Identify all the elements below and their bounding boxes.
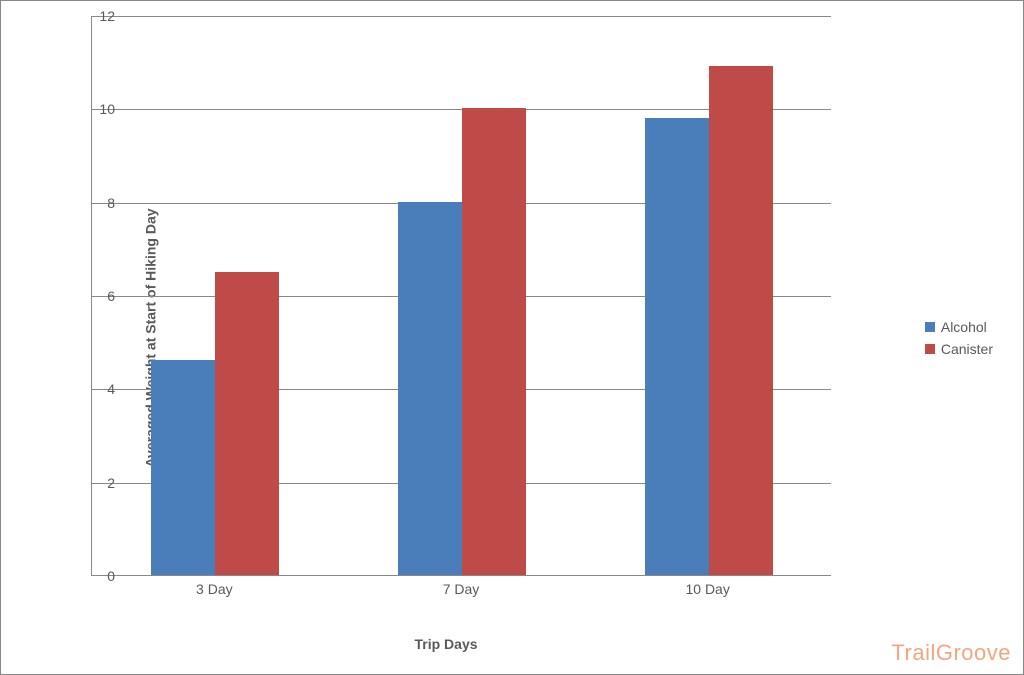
plot-wrapper: 0246810123 Day7 Day10 Day	[61, 16, 831, 606]
y-tick-label: 6	[85, 288, 115, 304]
bar	[462, 108, 526, 575]
bar	[645, 118, 709, 575]
chart-container: Averaged Weight at Start of Hiking Day 0…	[0, 0, 1024, 675]
legend-swatch	[925, 322, 935, 332]
legend-item: Alcohol	[925, 319, 993, 335]
legend-swatch	[925, 344, 935, 354]
legend-label: Canister	[941, 341, 993, 357]
legend: Alcohol Canister	[925, 313, 993, 363]
legend-label: Alcohol	[941, 319, 987, 335]
watermark-text: TrailGroove	[891, 640, 1011, 666]
legend-item: Canister	[925, 341, 993, 357]
x-tick-label: 7 Day	[443, 581, 480, 597]
x-tick-label: 10 Day	[685, 581, 729, 597]
y-tick-label: 10	[85, 101, 115, 117]
y-tick-label: 8	[85, 195, 115, 211]
gridline	[92, 16, 831, 17]
y-tick-label: 2	[85, 475, 115, 491]
plot-area	[91, 16, 831, 576]
y-tick-label: 12	[85, 8, 115, 24]
bar	[398, 202, 462, 575]
bar	[215, 272, 279, 575]
bar	[709, 66, 773, 575]
x-axis-title: Trip Days	[61, 636, 831, 652]
y-tick-label: 4	[85, 381, 115, 397]
x-tick-label: 3 Day	[196, 581, 233, 597]
y-tick-label: 0	[85, 568, 115, 584]
bar	[151, 360, 215, 575]
